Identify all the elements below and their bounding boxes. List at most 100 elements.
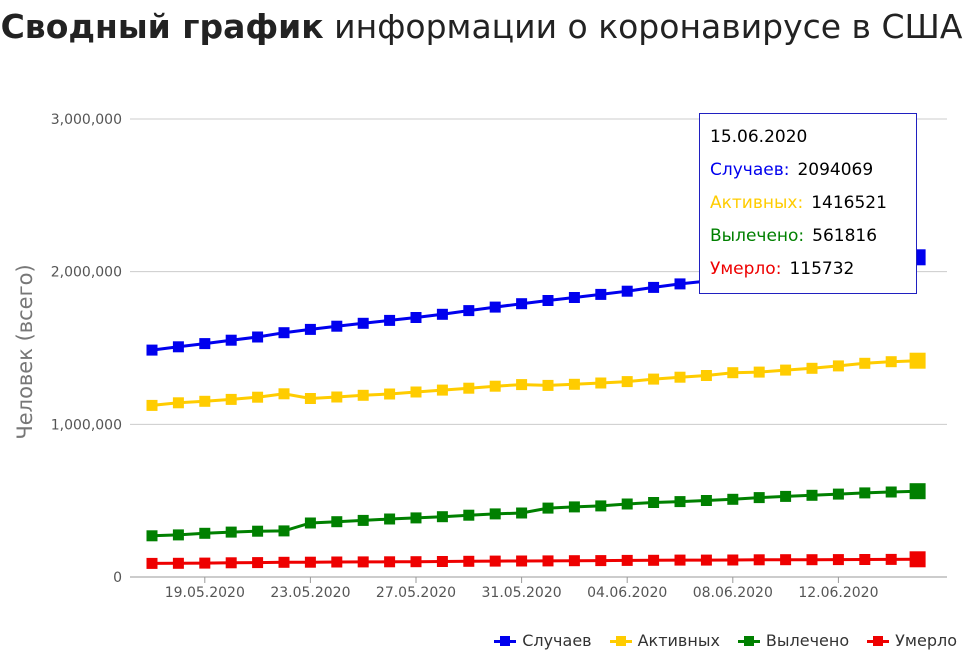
- data-point[interactable]: [674, 496, 686, 508]
- data-point[interactable]: [463, 509, 475, 521]
- data-point[interactable]: [595, 288, 607, 300]
- data-point[interactable]: [516, 379, 528, 391]
- data-point[interactable]: [410, 386, 422, 398]
- data-point[interactable]: [753, 492, 765, 504]
- data-point[interactable]: [278, 388, 290, 400]
- data-point[interactable]: [384, 314, 396, 326]
- data-point[interactable]: [909, 352, 926, 369]
- data-point[interactable]: [410, 512, 422, 524]
- data-point[interactable]: [727, 554, 739, 566]
- legend-item-recovered[interactable]: Вылечено: [737, 631, 849, 650]
- legend-item-deaths[interactable]: Умерло: [867, 631, 957, 650]
- data-point[interactable]: [859, 487, 871, 499]
- data-point[interactable]: [568, 292, 580, 303]
- data-point[interactable]: [252, 331, 264, 343]
- data-point[interactable]: [436, 384, 448, 396]
- data-point[interactable]: [463, 382, 475, 394]
- data-point[interactable]: [357, 389, 369, 401]
- data-point[interactable]: [436, 511, 448, 523]
- data-point[interactable]: [384, 388, 396, 400]
- data-point[interactable]: [516, 507, 528, 519]
- data-point[interactable]: [172, 529, 184, 541]
- data-point[interactable]: [832, 488, 844, 500]
- data-point[interactable]: [568, 501, 580, 513]
- data-point[interactable]: [278, 556, 290, 568]
- data-point[interactable]: [621, 498, 633, 510]
- data-point[interactable]: [753, 554, 765, 566]
- data-point[interactable]: [304, 556, 316, 568]
- data-point[interactable]: [304, 517, 316, 529]
- data-point[interactable]: [674, 554, 686, 566]
- data-point[interactable]: [806, 489, 818, 501]
- data-point[interactable]: [595, 377, 607, 389]
- data-point[interactable]: [225, 557, 237, 569]
- data-point[interactable]: [172, 341, 184, 353]
- data-point[interactable]: [595, 555, 607, 567]
- data-point[interactable]: [384, 513, 396, 525]
- data-point[interactable]: [648, 497, 660, 508]
- data-point[interactable]: [542, 379, 554, 391]
- legend-item-active[interactable]: Активных: [609, 631, 720, 650]
- data-point[interactable]: [225, 393, 237, 405]
- data-point[interactable]: [516, 298, 528, 310]
- data-point[interactable]: [304, 323, 316, 335]
- data-point[interactable]: [885, 486, 897, 498]
- data-point[interactable]: [806, 554, 818, 566]
- data-point[interactable]: [331, 320, 343, 332]
- data-point[interactable]: [331, 391, 343, 403]
- data-point[interactable]: [542, 502, 554, 514]
- data-point[interactable]: [331, 516, 343, 528]
- data-point[interactable]: [410, 312, 422, 323]
- data-point[interactable]: [700, 370, 712, 381]
- data-point[interactable]: [252, 525, 264, 537]
- data-point[interactable]: [357, 317, 369, 329]
- data-point[interactable]: [489, 301, 501, 313]
- data-point[interactable]: [489, 380, 501, 392]
- data-point[interactable]: [621, 554, 633, 566]
- data-point[interactable]: [489, 508, 501, 520]
- data-point[interactable]: [463, 555, 475, 567]
- data-point[interactable]: [806, 362, 818, 374]
- data-point[interactable]: [199, 338, 211, 350]
- data-point[interactable]: [727, 367, 739, 379]
- data-point[interactable]: [727, 493, 739, 505]
- data-point[interactable]: [621, 285, 633, 297]
- data-point[interactable]: [252, 557, 264, 569]
- data-point[interactable]: [199, 395, 211, 407]
- data-point[interactable]: [832, 554, 844, 566]
- data-point[interactable]: [146, 557, 158, 569]
- data-point[interactable]: [568, 378, 580, 390]
- data-point[interactable]: [436, 308, 448, 320]
- data-point[interactable]: [146, 344, 158, 356]
- data-point[interactable]: [909, 551, 926, 568]
- data-point[interactable]: [674, 371, 686, 383]
- data-point[interactable]: [700, 495, 712, 506]
- data-point[interactable]: [489, 555, 501, 567]
- legend-item-cases[interactable]: Случаев: [494, 631, 592, 650]
- data-point[interactable]: [568, 555, 580, 567]
- data-point[interactable]: [648, 373, 660, 385]
- data-point[interactable]: [859, 554, 871, 565]
- data-point[interactable]: [780, 554, 792, 566]
- data-point[interactable]: [621, 376, 633, 388]
- data-point[interactable]: [331, 556, 343, 568]
- data-point[interactable]: [885, 356, 897, 368]
- data-point[interactable]: [700, 554, 712, 566]
- data-point[interactable]: [463, 305, 475, 317]
- data-point[interactable]: [304, 393, 316, 404]
- data-point[interactable]: [252, 391, 264, 403]
- data-point[interactable]: [172, 397, 184, 409]
- data-point[interactable]: [885, 553, 897, 565]
- data-point[interactable]: [859, 357, 871, 369]
- data-point[interactable]: [674, 278, 686, 290]
- data-point[interactable]: [648, 281, 660, 293]
- data-point[interactable]: [384, 556, 396, 568]
- data-point[interactable]: [199, 527, 211, 539]
- data-point[interactable]: [780, 364, 792, 376]
- data-point[interactable]: [753, 366, 765, 378]
- data-point[interactable]: [595, 500, 607, 512]
- data-point[interactable]: [172, 557, 184, 569]
- data-point[interactable]: [278, 525, 290, 537]
- data-point[interactable]: [542, 295, 554, 306]
- data-point[interactable]: [648, 554, 660, 566]
